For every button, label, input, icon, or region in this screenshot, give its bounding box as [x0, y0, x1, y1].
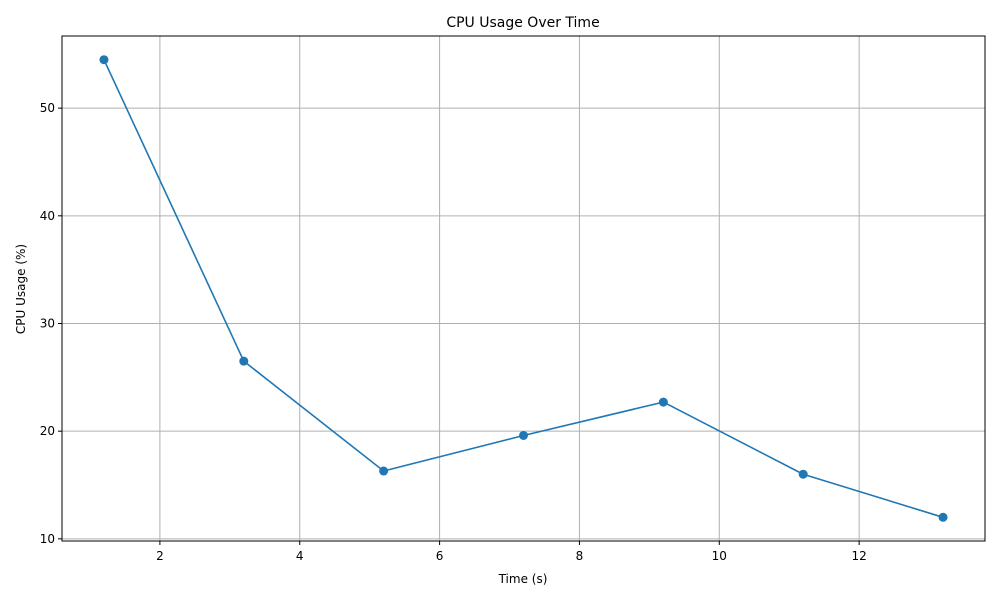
y-axis-label: CPU Usage (%) [14, 244, 28, 334]
data-point [519, 430, 528, 440]
data-point [379, 466, 389, 476]
series-line [103, 59, 944, 519]
x-tick-label: 4 [296, 549, 304, 563]
x-tick-label: 12 [851, 549, 866, 563]
x-tick-label: 8 [576, 549, 584, 563]
x-tick-label: 10 [712, 549, 727, 563]
data-point [658, 397, 668, 407]
y-tick-label: 30 [40, 316, 55, 330]
chart-title: CPU Usage Over Time [446, 15, 599, 31]
tick-labels: 2 4 6 8 10 12 10 20 30 40 50 [40, 101, 867, 563]
y-tick-label: 20 [40, 424, 55, 438]
y-tick-label: 50 [40, 101, 55, 115]
x-tick-label: 2 [156, 549, 164, 563]
plot-frame [61, 35, 986, 542]
series-layer [99, 55, 948, 522]
data-point [798, 469, 808, 479]
x-tick-label: 6 [436, 549, 444, 563]
axes [58, 35, 986, 545]
x-axis-label: Time (s) [498, 572, 548, 586]
grid-lines [62, 36, 985, 541]
data-point [938, 512, 948, 522]
y-tick-label: 10 [40, 532, 55, 546]
data-point [99, 55, 109, 65]
data-point [239, 356, 249, 366]
y-tick-label: 40 [40, 209, 55, 223]
